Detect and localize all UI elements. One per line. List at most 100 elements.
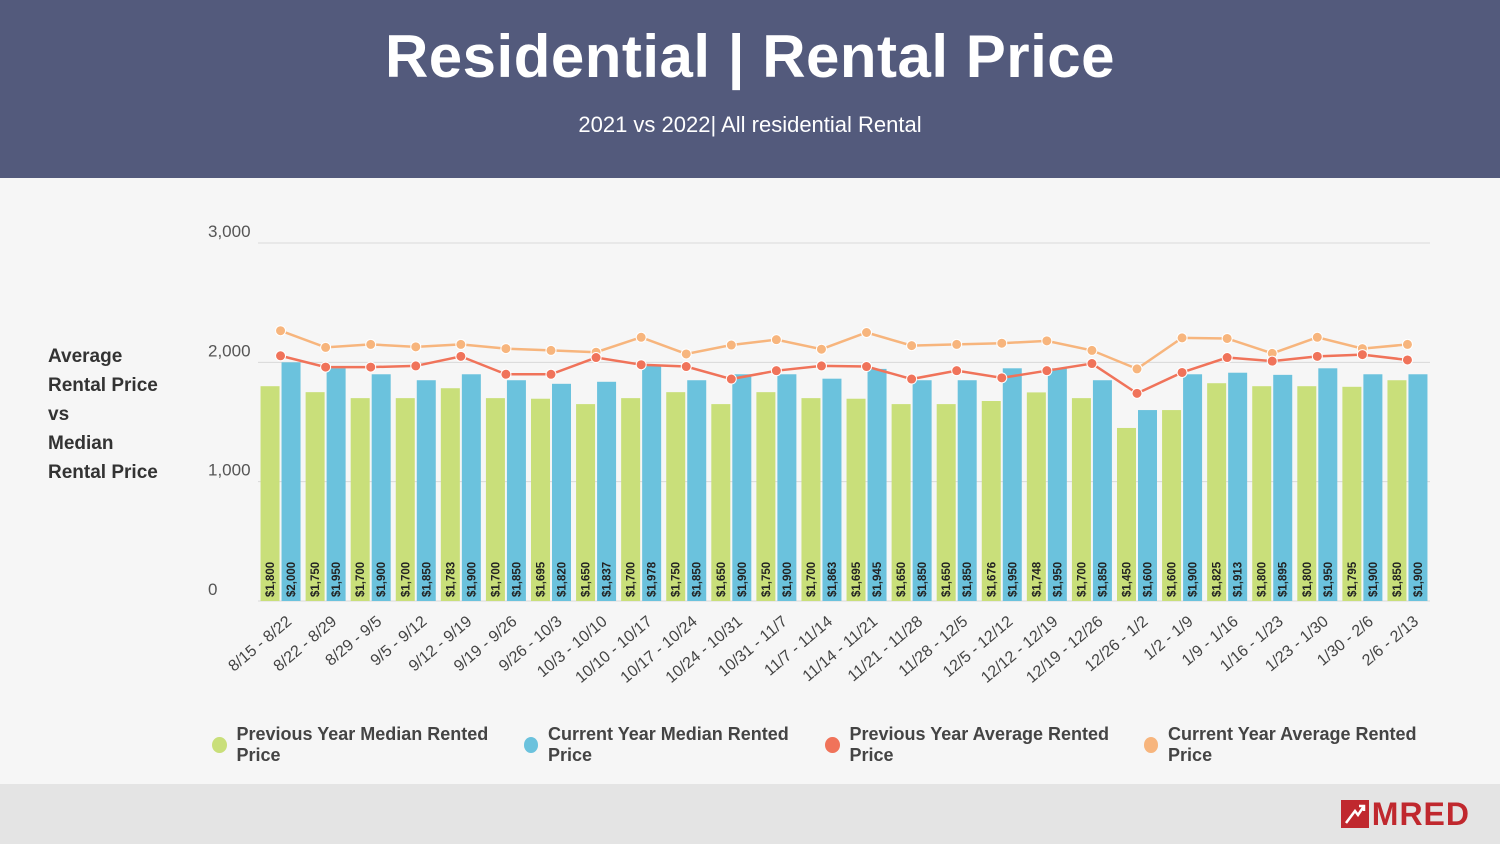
bar-prev-median	[936, 404, 956, 601]
bar-data-label: $1,750	[310, 562, 322, 597]
legend-dot-prev-avg	[825, 737, 840, 753]
bar-data-label: $2,000	[286, 562, 298, 597]
point-curr-avg	[1401, 338, 1413, 350]
mred-logo: MRED	[1340, 796, 1470, 832]
y-tick-label: 1,000	[208, 461, 251, 480]
bar-curr-median	[642, 364, 662, 601]
bar-data-label: $1,850	[917, 562, 929, 597]
bar-data-label: $1,700	[355, 562, 367, 597]
footer-bar: MRED	[0, 784, 1500, 844]
point-prev-avg	[365, 361, 377, 373]
bar-curr-median	[416, 380, 436, 601]
bar-data-label: $1,850	[1097, 562, 1109, 597]
bar-data-label: $1,650	[581, 562, 593, 597]
bar-data-label: $1,950	[1052, 562, 1064, 597]
point-prev-avg	[1176, 366, 1188, 378]
bar-data-label: $1,895	[1278, 561, 1290, 597]
bar-data-label: $1,900	[782, 562, 794, 597]
y-tick-label: 0	[208, 580, 217, 599]
legend-item-curr-median: Current Year Median Rented Price	[522, 724, 811, 766]
legend-item-prev-avg: Previous Year Average Rented Price	[823, 724, 1130, 766]
bar-data-label: $1,850	[511, 562, 523, 597]
point-prev-avg	[1356, 349, 1368, 361]
bar-curr-median	[1408, 374, 1428, 601]
point-prev-avg	[996, 372, 1008, 384]
bar-prev-median	[1162, 410, 1182, 601]
point-prev-avg	[951, 365, 963, 377]
bar-data-label: $1,600	[1143, 562, 1155, 597]
bar-data-label: $1,900	[737, 562, 749, 597]
bar-data-label: $1,600	[1167, 562, 1179, 597]
point-prev-avg	[906, 373, 918, 385]
bar-curr-median	[957, 380, 977, 601]
point-prev-avg	[680, 361, 692, 373]
bar-curr-median	[597, 381, 617, 601]
bar-curr-median	[326, 368, 346, 601]
point-prev-avg	[815, 360, 827, 372]
bar-prev-median	[711, 404, 731, 601]
bar-prev-median	[1342, 386, 1362, 601]
bar-prev-median	[485, 398, 505, 601]
y-tick-label: 2,000	[208, 341, 251, 360]
point-curr-avg	[680, 348, 692, 360]
bar-prev-median	[1026, 392, 1046, 601]
point-prev-avg	[1221, 352, 1233, 364]
legend-dot-curr-median	[523, 737, 539, 753]
bar-curr-median	[912, 380, 932, 601]
legend-item-curr-avg: Current Year Average Rented Price	[1142, 724, 1438, 766]
point-curr-avg	[1221, 332, 1233, 344]
bar-curr-median	[461, 374, 481, 601]
bar-data-label: $1,850	[1392, 562, 1404, 597]
bar-prev-median	[621, 398, 641, 601]
bar-data-label: $1,800	[265, 562, 277, 597]
bar-prev-median	[756, 392, 776, 601]
point-curr-avg	[815, 343, 827, 355]
legend-label-curr-avg: Current Year Average Rented Price	[1168, 724, 1417, 765]
line-curr-avg	[280, 329, 1408, 371]
point-curr-avg	[545, 344, 557, 356]
point-prev-avg	[545, 368, 557, 380]
bar-curr-median	[732, 374, 752, 601]
point-prev-avg	[635, 359, 647, 371]
point-prev-avg	[1266, 355, 1278, 367]
bar-data-label: $1,950	[331, 562, 343, 597]
bar-curr-median	[506, 380, 526, 601]
bar-curr-median	[1273, 374, 1293, 601]
bar-data-label: $1,783	[445, 562, 457, 597]
point-curr-avg	[275, 325, 287, 337]
bar-curr-median	[1228, 372, 1248, 601]
bar-data-label: $1,825	[1212, 561, 1224, 597]
bar-curr-median	[552, 383, 571, 601]
bar-curr-median	[1092, 380, 1112, 601]
bar-prev-median	[981, 400, 1001, 601]
line-prev-avg	[280, 353, 1408, 395]
y-tick-label: 3,000	[208, 222, 251, 241]
bar-data-label: $1,913	[1233, 562, 1245, 597]
bar-data-label: $1,900	[1188, 562, 1200, 597]
x-tick-label: 10/17 - 10/24	[618, 613, 701, 687]
point-curr-avg	[1086, 344, 1098, 356]
point-curr-avg	[455, 338, 467, 350]
point-curr-avg	[320, 341, 332, 353]
bar-data-label: $1,650	[941, 562, 953, 597]
header-banner: Residential | Rental Price 2021 vs 2022|…	[0, 0, 1500, 178]
mred-logo-text: MRED	[1371, 796, 1470, 832]
bar-prev-median	[1252, 386, 1272, 601]
bar-prev-median	[305, 392, 325, 601]
bar-data-label: $1,700	[400, 562, 412, 597]
bar-curr-median	[1318, 368, 1338, 601]
mred-logo-icon	[1340, 800, 1369, 828]
point-prev-avg	[590, 352, 602, 364]
point-prev-avg	[320, 361, 332, 373]
point-prev-avg	[1041, 365, 1053, 377]
legend-label-prev-avg: Previous Year Average Rented Price	[849, 724, 1109, 765]
point-curr-avg	[770, 334, 782, 346]
bar-prev-median	[576, 404, 596, 601]
point-curr-avg	[861, 327, 873, 338]
point-prev-avg	[410, 360, 422, 372]
bar-data-label: $1,900	[1368, 562, 1380, 597]
bar-prev-median	[1297, 386, 1317, 601]
bar-prev-median	[666, 392, 686, 601]
point-prev-avg	[1131, 387, 1143, 399]
bar-data-label: $1,850	[962, 562, 974, 597]
